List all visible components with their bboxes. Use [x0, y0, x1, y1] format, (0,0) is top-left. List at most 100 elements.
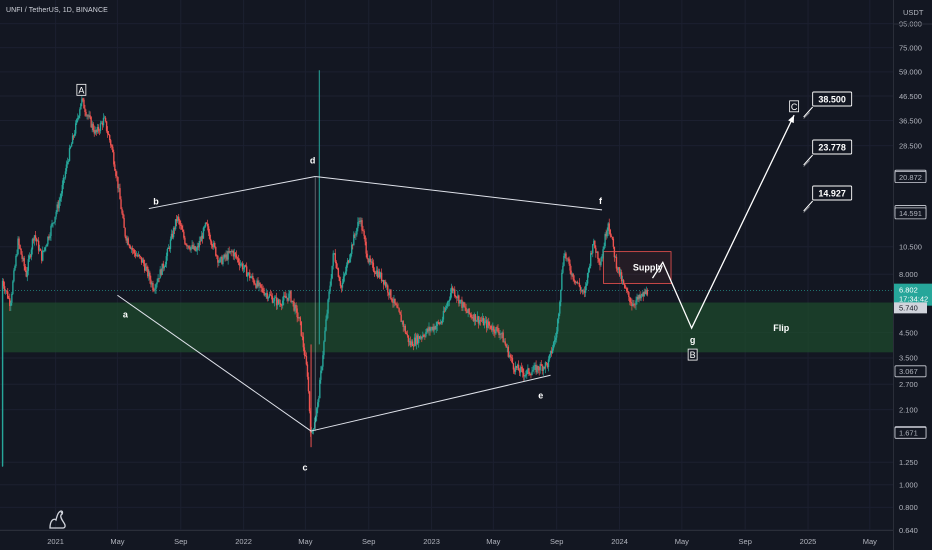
candle-body [162, 263, 164, 269]
candle-body [535, 364, 537, 373]
candle-body [538, 369, 540, 371]
candle-body [12, 281, 14, 294]
candle-body [5, 290, 8, 292]
candle-body [411, 341, 414, 347]
candle-body [55, 212, 57, 217]
candle-body [357, 222, 359, 229]
candle-body [567, 258, 569, 260]
candle-body [251, 276, 253, 278]
candle-body [417, 336, 420, 344]
candle-body [33, 235, 36, 241]
candle-body [292, 300, 294, 302]
candle-body [389, 289, 391, 296]
candle-body [223, 254, 225, 259]
candle-body [161, 263, 163, 275]
candle-body [409, 341, 412, 346]
candle-body [145, 266, 147, 271]
candle-body [605, 234, 607, 237]
target-box [812, 139, 853, 155]
candle-body [141, 259, 144, 263]
candle-body [370, 261, 373, 263]
candle-body [551, 348, 554, 353]
candle-body [511, 357, 514, 364]
current-price-countdown: 17:34:42 [899, 295, 928, 304]
candle-body [244, 265, 247, 267]
candle-body [313, 422, 316, 429]
candle-body [367, 258, 369, 263]
candle-body [4, 290, 7, 292]
candle-body [204, 222, 207, 227]
candle-body [510, 356, 513, 358]
candle-body [425, 332, 427, 337]
candle-body [359, 221, 361, 223]
candle-body [220, 256, 222, 259]
candle-body [354, 234, 356, 236]
candle-body [499, 333, 501, 336]
candle-body [570, 270, 572, 276]
candle-body [133, 250, 136, 254]
candle-body [70, 143, 73, 147]
candle-body [507, 346, 509, 357]
price-axis-label: 1.000 [899, 481, 918, 490]
price-axis[interactable]: 95.00075.00059.00046.50036.50028.50021.1… [893, 0, 932, 550]
candle-body [213, 242, 215, 248]
candle-body [97, 126, 100, 131]
time-axis[interactable]: 2021 May Sep 2022 May Sep 2023 May Sep 2024 May Sep… [0, 530, 893, 547]
candle-body [206, 223, 209, 227]
candle-body [163, 266, 165, 269]
candle-body [437, 322, 439, 323]
candle-body [402, 321, 404, 327]
candle-body [302, 336, 305, 348]
candle-body [582, 290, 585, 292]
candle-body [25, 270, 27, 277]
candle-body [152, 283, 154, 291]
candle-body [272, 301, 275, 303]
candle-body [308, 391, 311, 412]
candle-body [31, 239, 34, 250]
candle-body [480, 320, 483, 322]
price-axis-label: 8.000 [899, 270, 918, 279]
candle-body [91, 123, 93, 128]
candle-body [112, 146, 114, 153]
candle-body [79, 109, 81, 116]
candle-body [486, 321, 489, 328]
candle-body [37, 240, 40, 251]
candle-body [591, 253, 593, 254]
time-axis-label: Sep [362, 537, 375, 546]
candle-body [344, 271, 347, 274]
candle-body [576, 281, 579, 284]
candle-body [138, 254, 141, 257]
candle-body [215, 247, 217, 256]
candle-body [287, 297, 289, 301]
candle-body [451, 287, 454, 291]
candle-body [601, 256, 603, 262]
candle-body [464, 306, 466, 308]
time-axis-label: Sep [739, 537, 752, 546]
candle-body [42, 250, 44, 261]
candle-body [71, 135, 74, 144]
candle-body [319, 379, 321, 399]
candle-body [285, 296, 287, 299]
candle-body [645, 290, 648, 294]
candle-body [361, 220, 363, 231]
currency-label: USDT [903, 8, 924, 17]
candle-body [374, 272, 377, 274]
flip-level-tag [894, 302, 927, 314]
candle-body [192, 244, 194, 249]
candle-body [565, 253, 567, 259]
wave-label-c: c [303, 462, 308, 472]
supply-label: Supply [633, 263, 663, 273]
candle-body [335, 261, 337, 269]
candle-body [627, 290, 629, 293]
candle-body [218, 262, 220, 263]
candle-body [376, 270, 379, 278]
candle-body [41, 250, 43, 261]
wave-label-g: g [690, 335, 696, 345]
wave-lines [117, 114, 795, 432]
candle-body [394, 298, 396, 304]
wave-label-A: A [78, 85, 84, 95]
candle-body [407, 335, 410, 343]
candle-body [629, 297, 631, 303]
